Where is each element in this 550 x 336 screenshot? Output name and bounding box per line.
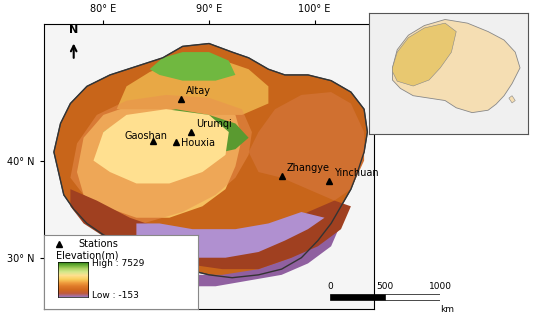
Polygon shape xyxy=(150,52,235,81)
Text: Stations: Stations xyxy=(78,239,118,249)
Polygon shape xyxy=(103,109,249,155)
Polygon shape xyxy=(136,212,324,258)
Polygon shape xyxy=(509,96,515,103)
Text: Altay: Altay xyxy=(186,86,211,96)
Polygon shape xyxy=(249,92,364,201)
Polygon shape xyxy=(393,23,456,86)
Polygon shape xyxy=(70,95,252,223)
Text: Elevation(m): Elevation(m) xyxy=(56,251,119,261)
Text: km: km xyxy=(440,305,454,314)
Text: Houxia: Houxia xyxy=(181,138,215,148)
Bar xyxy=(385,294,440,300)
Polygon shape xyxy=(117,58,268,115)
Text: High : 7529: High : 7529 xyxy=(92,259,145,268)
Polygon shape xyxy=(94,109,229,183)
Text: Zhangye: Zhangye xyxy=(287,163,329,173)
Polygon shape xyxy=(70,189,351,269)
Text: 1000: 1000 xyxy=(428,282,452,291)
Polygon shape xyxy=(54,44,367,278)
Polygon shape xyxy=(393,19,520,113)
Text: Low : -153: Low : -153 xyxy=(92,291,139,299)
Bar xyxy=(330,294,385,300)
Text: 0: 0 xyxy=(327,282,333,291)
Polygon shape xyxy=(77,101,242,218)
Text: 500: 500 xyxy=(376,282,394,291)
Text: Gaoshan: Gaoshan xyxy=(125,131,168,141)
Text: Urumqi: Urumqi xyxy=(196,119,232,129)
Text: N: N xyxy=(69,25,78,35)
Polygon shape xyxy=(126,223,341,286)
Text: Yinchuan: Yinchuan xyxy=(334,168,379,178)
